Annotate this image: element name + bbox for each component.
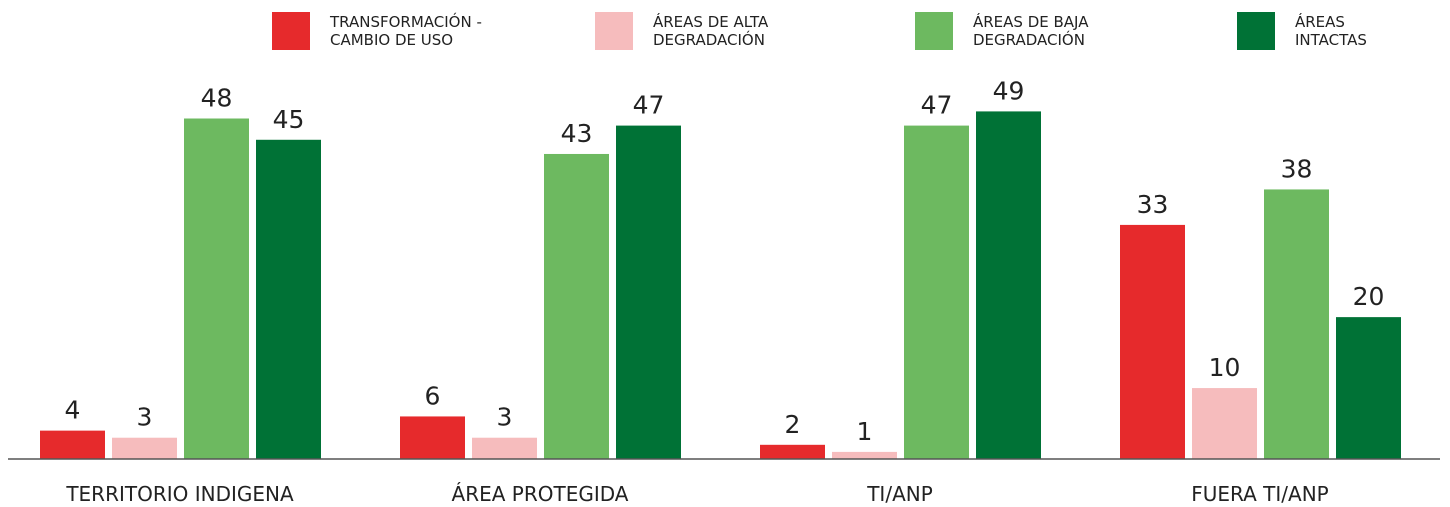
value-label: 38 xyxy=(1281,154,1313,183)
bar xyxy=(904,125,969,459)
x-tick-label: TERRITORIO INDIGENA xyxy=(65,482,294,506)
bar xyxy=(832,451,897,459)
value-label: 47 xyxy=(921,91,953,120)
bar xyxy=(40,430,105,459)
bar xyxy=(112,437,177,459)
value-label: 49 xyxy=(993,76,1025,105)
legend-item: TRANSFORMACIÓN - CAMBIO DE USO xyxy=(272,12,482,50)
value-label: 6 xyxy=(425,381,441,410)
legend-item: ÁREAS DE ALTA DEGRADACIÓN xyxy=(595,12,768,50)
value-label: 20 xyxy=(1353,282,1385,311)
value-label: 43 xyxy=(561,119,593,148)
bar xyxy=(616,125,681,459)
legend-swatch xyxy=(595,12,633,50)
value-label: 48 xyxy=(201,84,233,113)
value-label: 10 xyxy=(1209,353,1241,382)
bar xyxy=(400,416,465,459)
value-label: 45 xyxy=(273,105,305,134)
bar xyxy=(1120,224,1185,459)
legend-label: ÁREAS DE BAJA DEGRADACIÓN xyxy=(973,13,1089,49)
value-label: 2 xyxy=(785,410,801,439)
value-label: 47 xyxy=(633,91,665,120)
bar xyxy=(544,153,609,459)
legend-swatch xyxy=(1237,12,1275,50)
bar xyxy=(1264,189,1329,459)
bar xyxy=(1192,388,1257,459)
legend-label: ÁREAS DE ALTA DEGRADACIÓN xyxy=(653,13,769,49)
legend-item: ÁREAS INTACTAS xyxy=(1237,12,1367,50)
bar xyxy=(976,111,1041,459)
value-label: 4 xyxy=(65,396,81,425)
bar xyxy=(760,444,825,459)
bar xyxy=(472,437,537,459)
x-tick-label: TI/ANP xyxy=(866,482,933,506)
x-tick-label: FUERA TI/ANP xyxy=(1191,482,1328,506)
bar xyxy=(184,118,249,459)
value-label: 33 xyxy=(1137,190,1169,219)
x-tick-label: ÁREA PROTEGIDA xyxy=(452,482,629,506)
bar xyxy=(1336,317,1401,459)
value-label: 3 xyxy=(497,403,513,432)
legend-label: ÁREAS INTACTAS xyxy=(1295,13,1367,49)
legend-label: TRANSFORMACIÓN - CAMBIO DE USO xyxy=(330,13,482,49)
legend-item: ÁREAS DE BAJA DEGRADACIÓN xyxy=(915,12,1088,50)
value-label: 3 xyxy=(137,403,153,432)
bar xyxy=(256,139,321,459)
legend-swatch xyxy=(915,12,953,50)
legend-swatch xyxy=(272,12,310,50)
value-label: 1 xyxy=(857,417,873,446)
